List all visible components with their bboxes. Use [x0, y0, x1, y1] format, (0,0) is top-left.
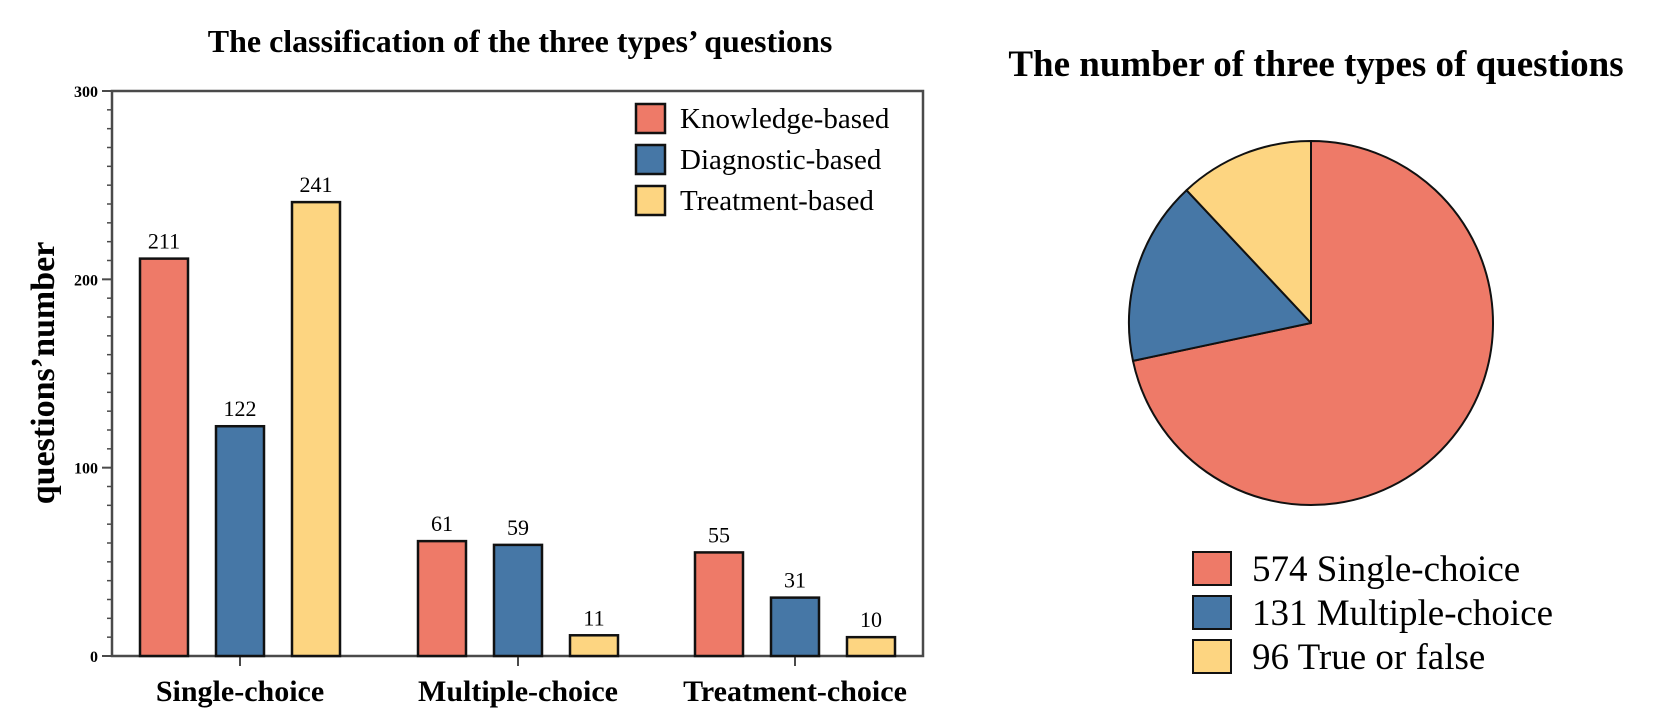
pie-legend-label: 96 True or false	[1252, 637, 1485, 678]
bar	[568, 634, 620, 658]
bar-marks	[138, 200, 897, 658]
bar	[492, 543, 544, 658]
bar-value-label: 241	[300, 172, 333, 197]
bar-value-label: 122	[224, 396, 257, 421]
legend-swatch	[634, 143, 667, 176]
pie-slice	[1128, 189, 1312, 362]
bar-value-label: 61	[431, 511, 453, 536]
pie-chart: The number of three types of questions 5…	[1008, 44, 1623, 678]
legend-label: Diagnostic-based	[680, 144, 882, 176]
pie-slice	[1185, 140, 1312, 324]
pie-legend-label: 131 Multiple-choice	[1252, 593, 1553, 634]
bar	[214, 424, 266, 658]
pie-chart-title: The number of three types of questions	[1008, 44, 1623, 85]
legend-swatch	[634, 102, 667, 135]
pie-legend-swatch	[1192, 639, 1232, 674]
legend-swatch	[634, 184, 667, 217]
bar-chart: The classification of the three types’ q…	[25, 23, 925, 708]
pie-legend-swatch	[1192, 595, 1232, 630]
legend-label: Knowledge-based	[680, 103, 890, 135]
bar-value-label: 59	[507, 515, 529, 540]
bar-value-label: 55	[708, 522, 730, 547]
legend-label: Treatment-based	[680, 185, 874, 217]
bar-value-label: 211	[148, 229, 180, 254]
y-tick-label: 100	[74, 461, 98, 478]
y-tick-label: 0	[90, 649, 98, 666]
bar-legend: Knowledge-based Diagnostic-based Treatment…	[634, 102, 890, 217]
x-tick-label: Single-choice	[156, 675, 324, 708]
bar	[138, 257, 190, 658]
y-axis-label: questions’number	[25, 242, 62, 505]
bar	[769, 596, 821, 658]
x-axis-ticks: Single-choice Multiple-choice Treatment-ch…	[156, 656, 907, 708]
pie-legend-label: 574 Single-choice	[1252, 549, 1520, 590]
y-axis-ticks: 0 100 200 300	[74, 84, 112, 666]
x-tick-label: Multiple-choice	[418, 675, 618, 708]
bar	[290, 200, 342, 658]
bar	[845, 635, 897, 658]
pie-legend-swatch	[1192, 551, 1232, 586]
bar-value-label: 10	[860, 607, 882, 632]
bar	[416, 539, 468, 658]
y-tick-label: 300	[74, 84, 98, 101]
bar	[693, 551, 745, 658]
pie-slice	[1131, 140, 1494, 506]
pie-slices	[1128, 140, 1494, 506]
x-tick-label: Treatment-choice	[683, 675, 907, 708]
bar-chart-title: The classification of the three types’ q…	[208, 23, 833, 59]
y-tick-label: 200	[74, 272, 98, 289]
bar-value-label: 11	[583, 605, 604, 630]
bar-value-labels: 211 122 241 61 59 11 55 31 10	[148, 172, 882, 632]
bar-value-label: 31	[784, 568, 806, 593]
